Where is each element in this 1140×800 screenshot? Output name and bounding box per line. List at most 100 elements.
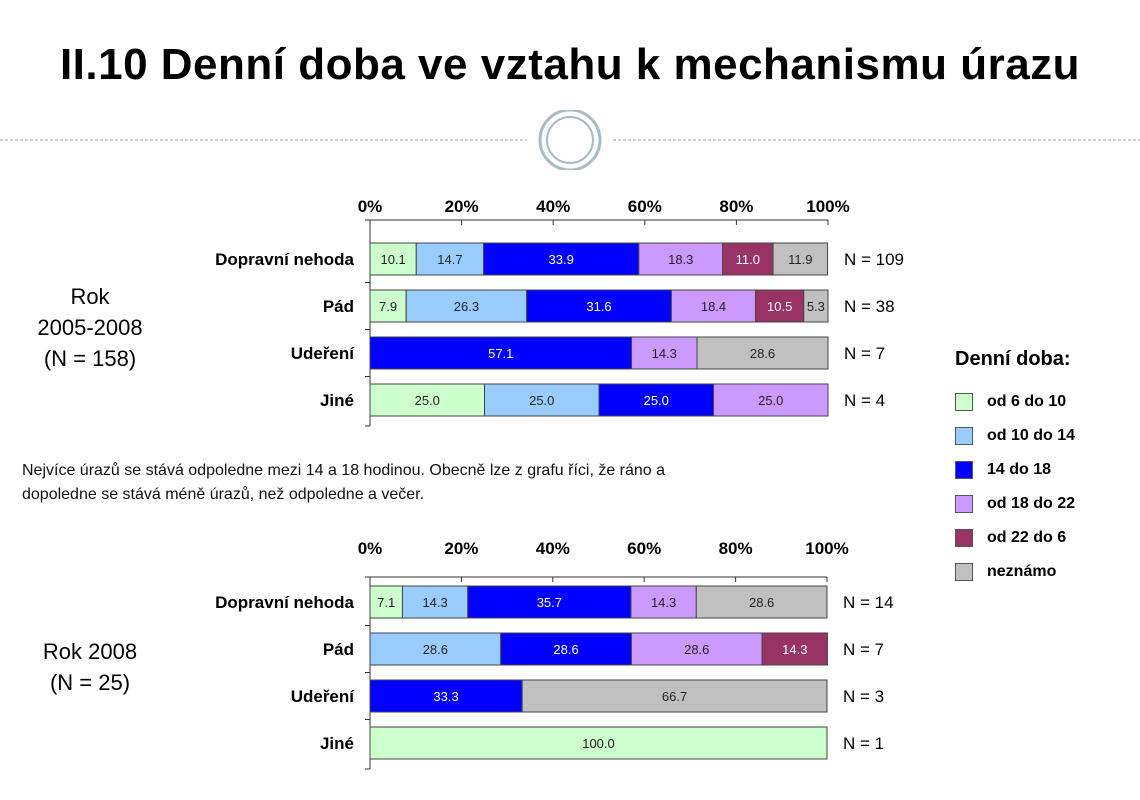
category-label: Pád xyxy=(323,297,354,316)
data-label: 33.9 xyxy=(549,252,574,267)
note-line: Nejvíce úrazů se stává odpoledne mezi 14… xyxy=(22,462,666,479)
data-label: 25.0 xyxy=(644,393,669,408)
legend-swatch xyxy=(955,495,973,513)
n-label: N = 1 xyxy=(843,734,884,753)
x-tick-label: 100% xyxy=(805,539,848,558)
bar-segment xyxy=(401,585,469,619)
data-label: 25.0 xyxy=(529,393,554,408)
chart-2: 0% 20% 40% 60% 80% 100% Dopravní nehoda 7.1 14.3… xyxy=(215,539,894,770)
legend-label: od 22 do 6 xyxy=(987,529,1067,546)
data-label: 25.0 xyxy=(415,393,440,408)
bar-segment xyxy=(722,242,774,276)
bar-segment xyxy=(526,289,672,323)
data-label: 35.7 xyxy=(537,595,562,610)
bar-segment xyxy=(803,289,829,323)
legend-item: od 10 do 14 xyxy=(955,419,1075,453)
data-label: 18.4 xyxy=(701,299,726,314)
bar-segment xyxy=(521,679,828,713)
x-tick-label: 20% xyxy=(445,197,479,216)
title-divider xyxy=(0,110,1140,170)
category-label: Udeření xyxy=(291,687,356,706)
x-tick-label: 60% xyxy=(628,197,662,216)
data-label: 100.0 xyxy=(582,736,615,751)
group-label-line: 2005-2008 xyxy=(37,315,143,340)
legend-label: od 6 do 10 xyxy=(987,393,1067,410)
data-label: 10.5 xyxy=(767,299,792,314)
bar-segment xyxy=(369,632,502,666)
legend-swatch xyxy=(955,529,973,547)
legend-swatch xyxy=(955,427,973,445)
data-label: 14.3 xyxy=(651,595,676,610)
category-label: Jiné xyxy=(320,734,354,753)
group-label-line: Rok 2008 xyxy=(42,639,138,664)
data-label: 66.7 xyxy=(662,689,687,704)
bar-segment xyxy=(369,242,417,276)
category-label: Dopravní nehoda xyxy=(215,250,354,269)
group-label-line: (N = 25) xyxy=(49,670,131,695)
legend-label: 14 do 18 xyxy=(987,461,1052,478)
legend-item: od 22 do 6 xyxy=(955,521,1075,555)
data-label: 14.7 xyxy=(437,252,462,267)
group-label-2008: Rok 2008 (N = 25) xyxy=(20,636,160,698)
bar-segment xyxy=(755,289,805,323)
data-label: 28.6 xyxy=(684,642,709,657)
data-label: 7.1 xyxy=(377,595,395,610)
bar-segment xyxy=(696,336,829,370)
legend-swatch xyxy=(955,461,973,479)
legend-item: od 6 do 10 xyxy=(955,385,1075,419)
data-label: 28.6 xyxy=(553,642,578,657)
page-title: II.10 Denní doba ve vztahu k mechanismu … xyxy=(59,40,1081,89)
group-label-2005-2008: Rok 2005-2008 (N = 158) xyxy=(20,281,160,374)
data-label: 11.0 xyxy=(736,252,760,267)
data-label: 11.9 xyxy=(788,252,812,267)
x-tick-label: 100% xyxy=(806,197,849,216)
legend: Denní doba: od 6 do 10 od 10 do 14 14 do 1… xyxy=(955,348,1075,589)
bar-segment xyxy=(405,289,528,323)
bar-segment xyxy=(369,336,633,370)
legend-swatch xyxy=(955,563,973,581)
bar-segment xyxy=(369,726,828,760)
note-line: dopoledne se stává méně úrazů, než odpol… xyxy=(22,486,425,503)
group-label-line: (N = 158) xyxy=(43,346,137,371)
bar-segment xyxy=(638,242,724,276)
divider-ring-inner xyxy=(546,116,594,164)
x-tick-label: 80% xyxy=(719,539,753,558)
data-label: 25.0 xyxy=(758,393,783,408)
data-label: 10.1 xyxy=(380,252,405,267)
n-label: N = 4 xyxy=(844,391,885,410)
n-label: N = 7 xyxy=(844,344,885,363)
x-tick-label: 60% xyxy=(627,539,661,558)
group-label-line: Rok xyxy=(70,284,110,309)
category-label: Jiné xyxy=(320,391,354,410)
legend-items: od 6 do 10 od 10 do 14 14 do 18 od 18 do 22… xyxy=(955,385,1075,589)
data-label: 28.6 xyxy=(750,346,775,361)
bar-segment xyxy=(695,585,828,619)
bar-segment xyxy=(467,585,632,619)
data-label: 28.6 xyxy=(749,595,774,610)
data-label: 31.6 xyxy=(586,299,611,314)
bar-segment xyxy=(484,383,600,417)
data-label: 26.3 xyxy=(454,299,479,314)
category-label: Dopravní nehoda xyxy=(215,593,354,612)
x-tick-label: 40% xyxy=(536,539,570,558)
data-label: 57.1 xyxy=(488,346,513,361)
data-label: 5.3 xyxy=(807,299,825,314)
legend-item: od 18 do 22 xyxy=(955,487,1075,521)
data-label: 18.3 xyxy=(668,252,693,267)
bar-segment xyxy=(598,383,714,417)
bar-segment xyxy=(713,383,829,417)
chart-1: 0% 20% 40% 60% 80% 100% Dopravní nehoda 10.1 14.… xyxy=(215,197,904,427)
bar-segment xyxy=(761,632,828,666)
x-tick-label: 0% xyxy=(358,539,383,558)
data-label: 14.3 xyxy=(652,346,677,361)
x-tick-label: 80% xyxy=(719,197,753,216)
legend-item: neznámo xyxy=(955,555,1075,589)
n-label: N = 7 xyxy=(843,640,884,659)
legend-label: od 18 do 22 xyxy=(987,495,1076,512)
legend-item: 14 do 18 xyxy=(955,453,1075,487)
category-label: Pád xyxy=(323,640,354,659)
data-label: 14.3 xyxy=(782,642,807,657)
bar-segment xyxy=(630,585,697,619)
bar-segment xyxy=(631,336,698,370)
